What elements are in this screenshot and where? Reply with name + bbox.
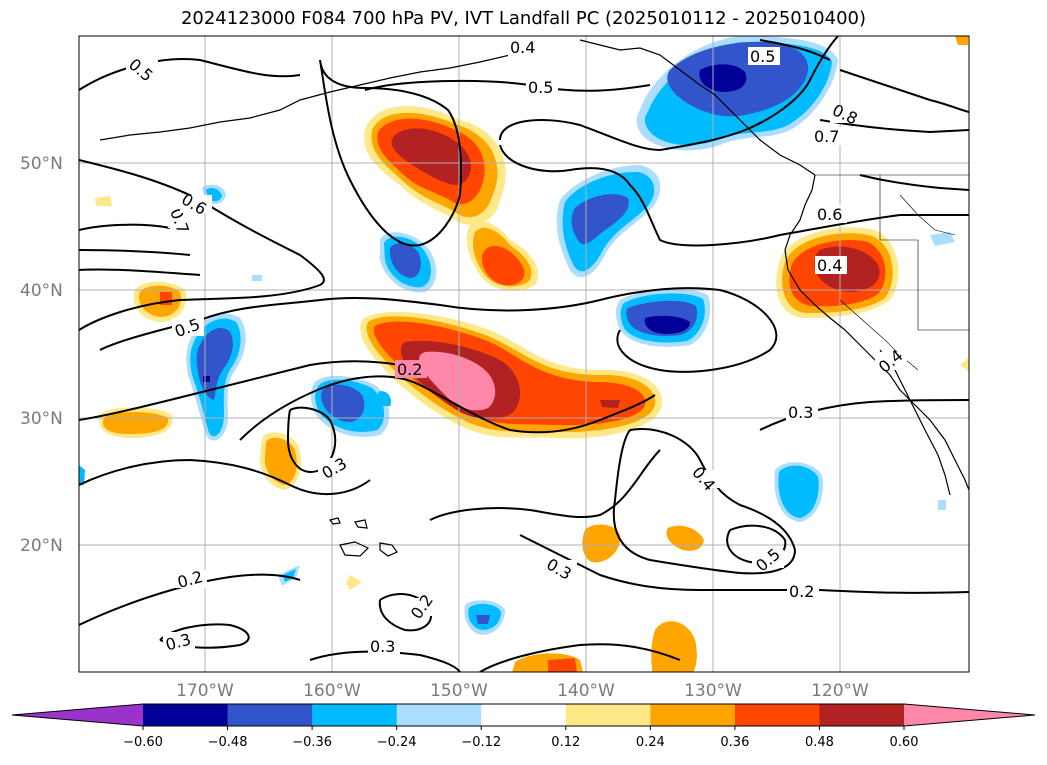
negative-anomaly-north: [636, 36, 838, 151]
colorbar-tick-label: −0.48: [208, 735, 248, 750]
lon-label: 130°W: [684, 681, 742, 701]
contours: [79, 36, 969, 672]
colorbar-segment: [734, 704, 820, 726]
contour-labels: 0.4 0.5 0.5 0.5 0.8 0.7 0.6 0.7 0.6 0.4 …: [125, 38, 907, 656]
colorbar-segment: [396, 704, 482, 726]
contour-label: 0.7: [814, 127, 839, 146]
colorbar-segment: [650, 704, 736, 726]
colorbar-labels: −0.60 −0.48 −0.36 −0.24 −0.12 0.12 0.24 0.36 0.4…: [123, 726, 918, 750]
colorbar-segment: [819, 704, 905, 726]
contour-label: 0.4: [510, 38, 535, 57]
lon-label: 160°W: [303, 681, 361, 701]
lat-label: 30°N: [20, 409, 63, 429]
positive-anomaly-central: [360, 311, 663, 439]
colorbar-tick-label: 0.60: [890, 735, 919, 750]
colorbar-segment: [481, 704, 567, 726]
map-content: 0.4 0.5 0.5 0.5 0.8 0.7 0.6 0.7 0.6 0.4 …: [79, 36, 969, 672]
contour-label: 0.2: [397, 360, 422, 379]
map-frame: [78, 35, 970, 673]
contour-label: 0.6: [817, 205, 842, 224]
colorbar-segment: [312, 704, 398, 726]
colorbar-tick-label: −0.24: [377, 735, 417, 750]
contour-label: 0.4: [817, 256, 842, 275]
lat-label: 50°N: [20, 154, 63, 174]
lon-label: 120°W: [811, 681, 869, 701]
negative-anomaly-mid: [380, 165, 711, 347]
lon-label: 150°W: [430, 681, 488, 701]
contour-label: 0.2: [789, 582, 814, 601]
lat-label: 40°N: [20, 281, 63, 301]
colorbar-segment: [565, 704, 651, 726]
colorbar-extend-min: [12, 704, 143, 726]
colorbar-tick-label: 0.12: [551, 735, 580, 750]
positive-anomaly-nw: [364, 106, 539, 291]
colorbar-tick-label: −0.12: [461, 735, 501, 750]
latitude-labels: 50°N 40°N 30°N 20°N: [20, 154, 63, 556]
contour-label: 0.3: [788, 403, 813, 422]
lon-label: 170°W: [176, 681, 234, 701]
map-title: 2024123000 F084 700 hPa PV, IVT Landfall…: [180, 8, 867, 29]
colorbar-tick-label: 0.24: [636, 735, 665, 750]
negative-anomaly-small: [79, 184, 955, 635]
colorbar-extend-max: [904, 704, 1035, 726]
colorbar-segment: [227, 704, 313, 726]
lat-label: 20°N: [20, 536, 63, 556]
coastlines: [99, 39, 969, 557]
contour-label: 0.5: [750, 47, 775, 66]
colorbar-tick-label: −0.36: [292, 735, 332, 750]
colorbar-tick-label: 0.48: [805, 735, 834, 750]
colorbar: [11, 703, 1036, 727]
colorbar-tick-label: −0.60: [123, 735, 163, 750]
lon-label: 140°W: [557, 681, 615, 701]
contour-label: 0.5: [528, 78, 553, 97]
longitude-labels: 170°W 160°W 150°W 140°W 130°W 120°W: [176, 681, 869, 701]
colorbar-segment: [143, 704, 229, 726]
colorbar-tick-label: 0.36: [720, 735, 749, 750]
contour-label: 0.3: [370, 637, 395, 656]
